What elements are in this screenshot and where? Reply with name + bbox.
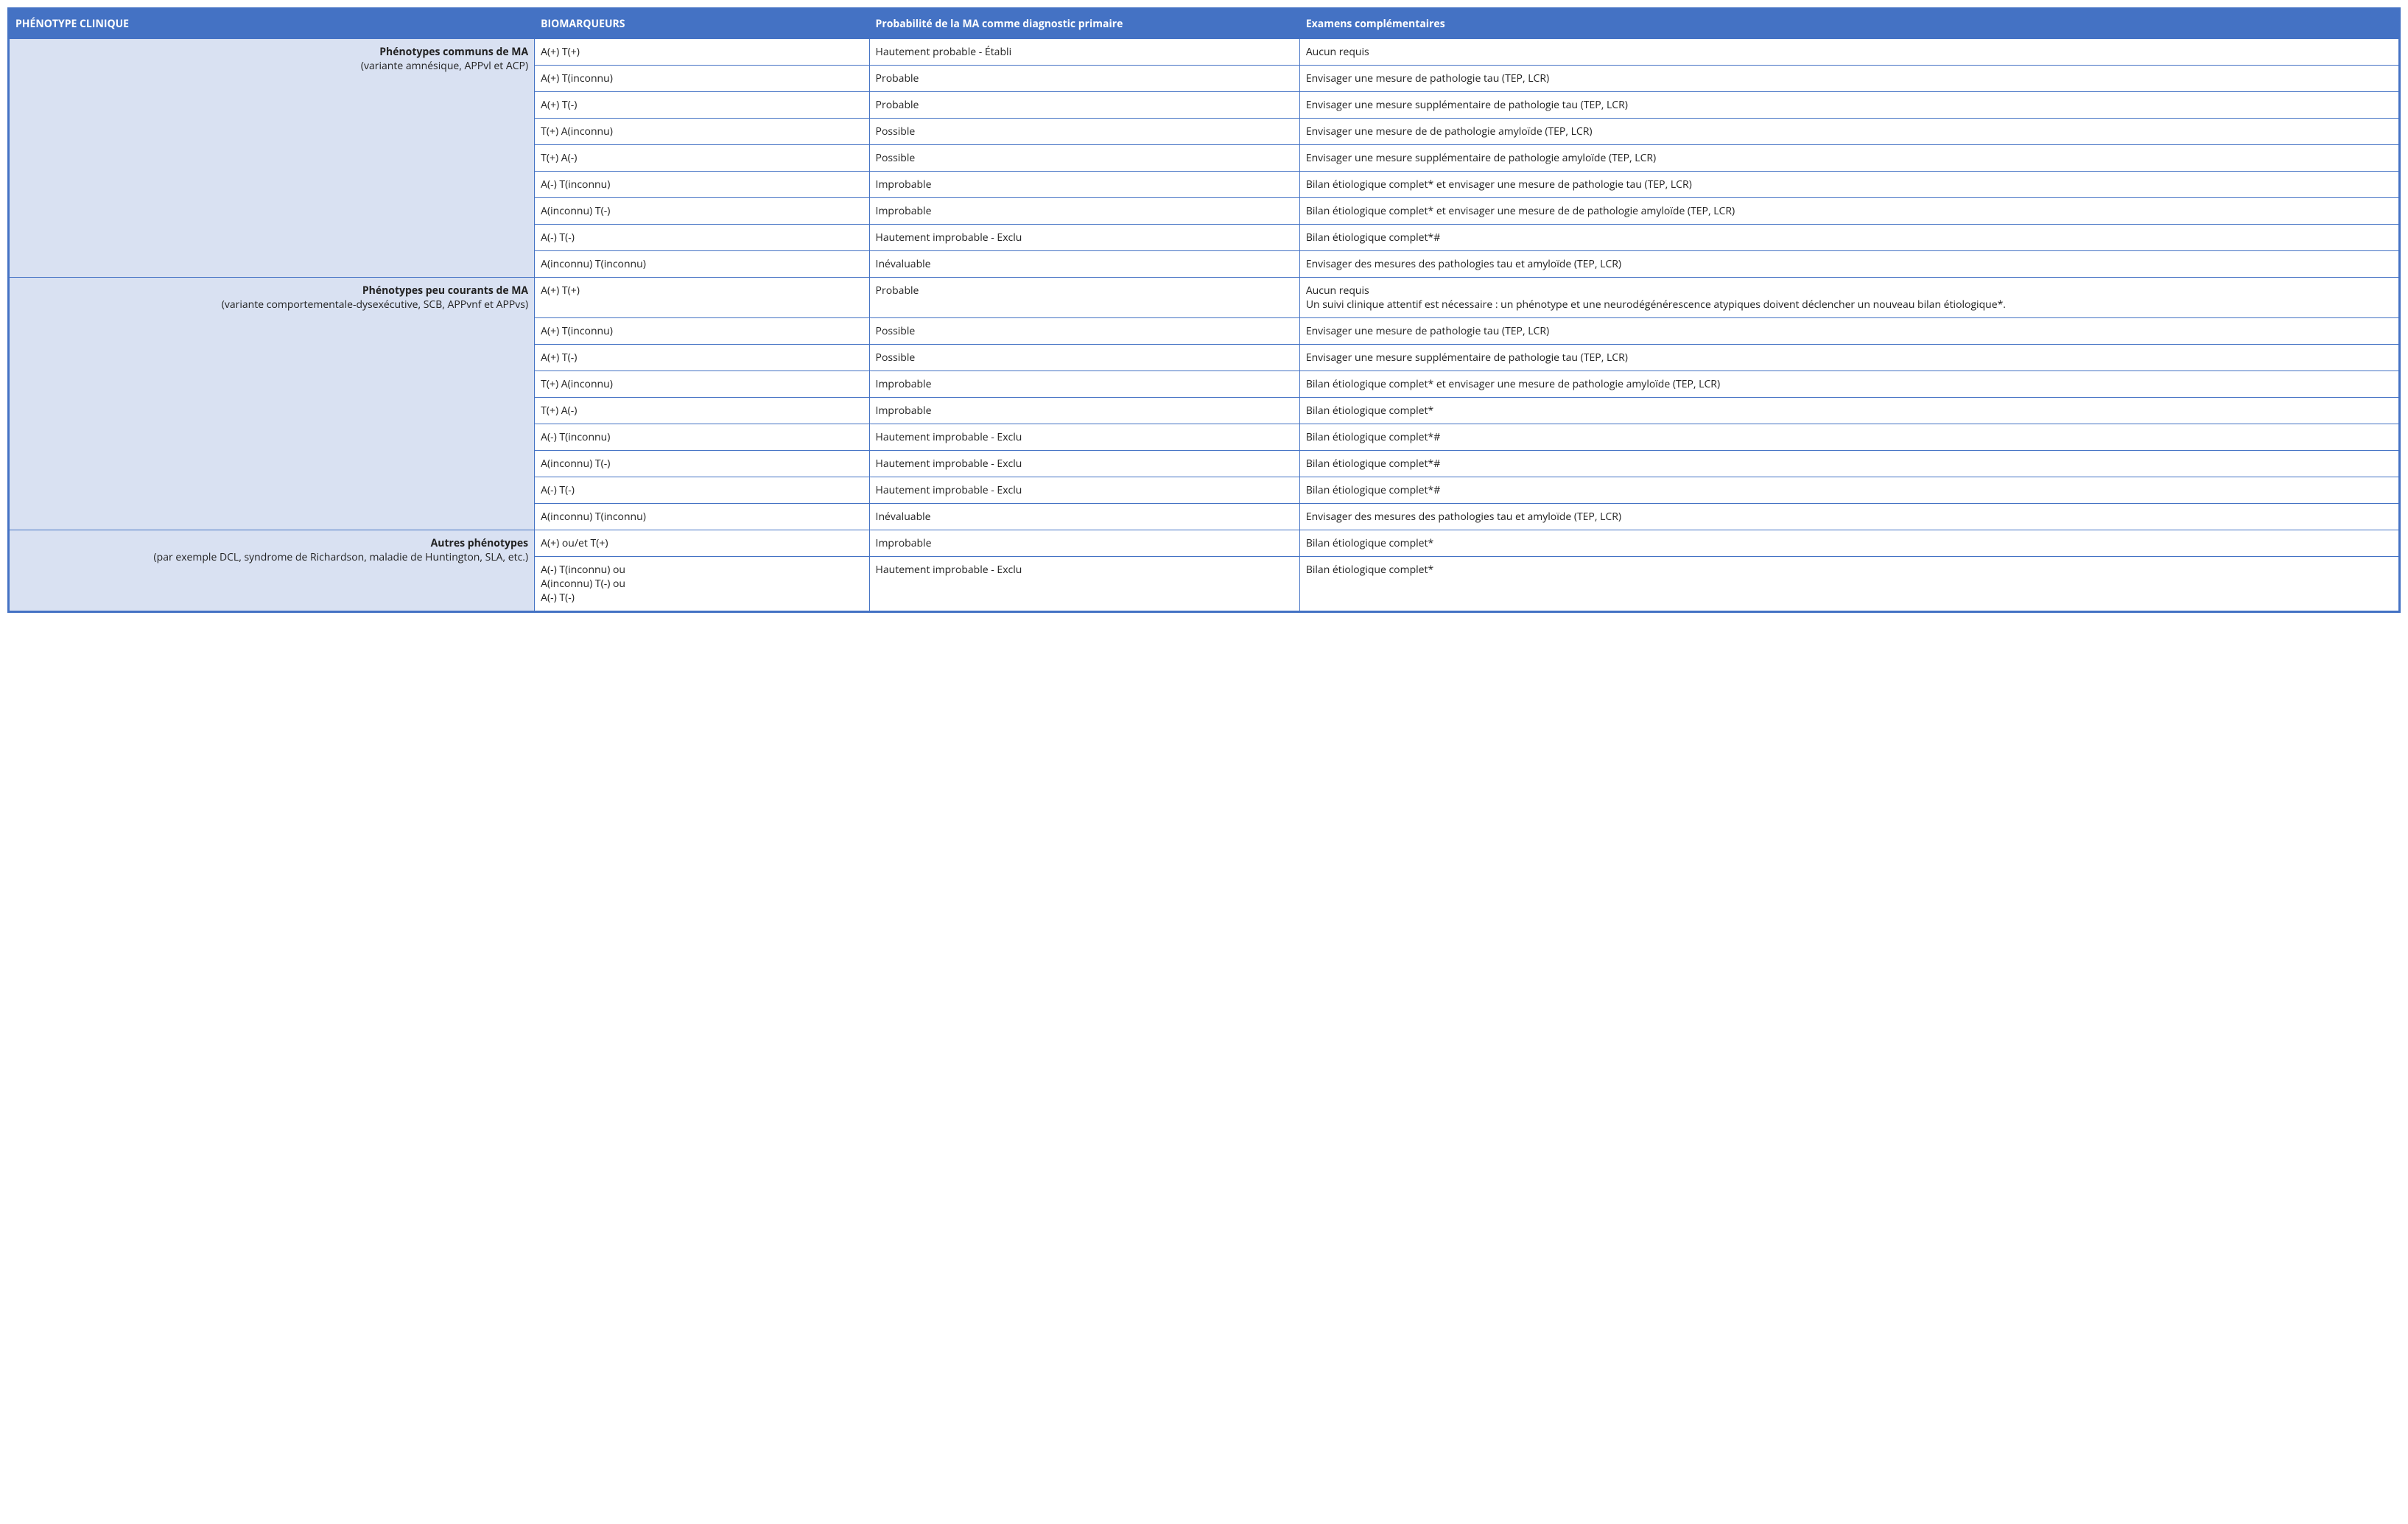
phenotype-category-title: Phénotypes peu courants de MA (15, 284, 528, 298)
biomarkers-cell: A(+) T(inconnu) (535, 66, 869, 92)
exams-cell: Bilan étiologique complet* et envisager … (1299, 371, 2399, 398)
probability-cell: Improbable (869, 371, 1299, 398)
probability-cell: Probable (869, 66, 1299, 92)
probability-cell: Hautement improbable - Exclu (869, 424, 1299, 451)
probability-cell: Possible (869, 119, 1299, 145)
phenotype-category: Phénotypes peu courants de MA(variante c… (9, 278, 535, 530)
biomarkers-cell: A(-) T(inconnu) (535, 424, 869, 451)
probability-cell: Inévaluable (869, 504, 1299, 530)
biomarkers-cell: A(+) T(+) (535, 278, 869, 318)
biomarkers-cell: A(-) T(inconnu) (535, 172, 869, 198)
biomarkers-cell: A(+) ou/et T(+) (535, 530, 869, 557)
probability-cell: Possible (869, 318, 1299, 345)
table-row: Phénotypes peu courants de MA(variante c… (9, 278, 2400, 318)
probability-cell: Hautement probable - Établi (869, 39, 1299, 66)
header-probability: Probabilité de la MA comme diagnostic pr… (869, 9, 1299, 39)
exams-cell: Bilan étiologique complet*# (1299, 451, 2399, 477)
probability-cell: Possible (869, 145, 1299, 172)
biomarkers-cell: A(+) T(+) (535, 39, 869, 66)
table-body: Phénotypes communs de MA(variante amnési… (9, 39, 2400, 612)
biomarkers-cell: A(-) T(-) (535, 477, 869, 504)
biomarkers-cell: T(+) A(-) (535, 145, 869, 172)
exams-cell: Envisager une mesure supplémentaire de p… (1299, 145, 2399, 172)
probability-cell: Improbable (869, 530, 1299, 557)
table-row: Phénotypes communs de MA(variante amnési… (9, 39, 2400, 66)
probability-cell: Improbable (869, 398, 1299, 424)
phenotype-category-subtitle: (variante amnésique, APPvl et ACP) (15, 59, 528, 73)
probability-cell: Possible (869, 345, 1299, 371)
exams-cell: Bilan étiologique complet* (1299, 557, 2399, 612)
probability-cell: Hautement improbable - Exclu (869, 451, 1299, 477)
header-phenotype: PHÉNOTYPE CLINIQUE (9, 9, 535, 39)
biomarkers-cell: A(inconnu) T(-) (535, 198, 869, 225)
exams-cell: Envisager des mesures des pathologies ta… (1299, 251, 2399, 278)
exams-cell: Envisager une mesure de de pathologie am… (1299, 119, 2399, 145)
biomarkers-cell: A(+) T(-) (535, 92, 869, 119)
phenotype-category: Autres phénotypes(par exemple DCL, syndr… (9, 530, 535, 612)
exams-cell: Bilan étiologique complet* (1299, 398, 2399, 424)
exams-cell: Aucun requisUn suivi clinique attentif e… (1299, 278, 2399, 318)
exams-cell: Envisager des mesures des pathologies ta… (1299, 504, 2399, 530)
clinical-phenotype-table: PHÉNOTYPE CLINIQUE BIOMARQUEURS Probabil… (7, 7, 2401, 613)
biomarkers-cell: T(+) A(inconnu) (535, 119, 869, 145)
exams-cell: Bilan étiologique complet*# (1299, 225, 2399, 251)
probability-cell: Improbable (869, 172, 1299, 198)
biomarkers-cell: A(-) T(-) (535, 225, 869, 251)
biomarkers-cell: A(+) T(inconnu) (535, 318, 869, 345)
header-exams: Examens complémentaires (1299, 9, 2399, 39)
exams-cell: Envisager une mesure de pathologie tau (… (1299, 318, 2399, 345)
exams-cell: Aucun requis (1299, 39, 2399, 66)
exams-cell: Bilan étiologique complet* et envisager … (1299, 198, 2399, 225)
biomarkers-cell: A(+) T(-) (535, 345, 869, 371)
exams-cell: Envisager une mesure supplémentaire de p… (1299, 345, 2399, 371)
phenotype-category: Phénotypes communs de MA(variante amnési… (9, 39, 535, 278)
biomarkers-cell: A(inconnu) T(inconnu) (535, 251, 869, 278)
probability-cell: Hautement improbable - Exclu (869, 477, 1299, 504)
table-header-row: PHÉNOTYPE CLINIQUE BIOMARQUEURS Probabil… (9, 9, 2400, 39)
phenotype-category-title: Phénotypes communs de MA (15, 45, 528, 59)
exams-cell: Bilan étiologique complet*# (1299, 477, 2399, 504)
biomarkers-cell: T(+) A(-) (535, 398, 869, 424)
probability-cell: Improbable (869, 198, 1299, 225)
probability-cell: Probable (869, 92, 1299, 119)
phenotype-category-subtitle: (variante comportementale-dysexécutive, … (15, 298, 528, 312)
biomarkers-cell: T(+) A(inconnu) (535, 371, 869, 398)
exams-cell: Bilan étiologique complet*# (1299, 424, 2399, 451)
biomarkers-cell: A(inconnu) T(inconnu) (535, 504, 869, 530)
phenotype-category-subtitle: (par exemple DCL, syndrome de Richardson… (15, 550, 528, 564)
phenotype-category-title: Autres phénotypes (15, 536, 528, 550)
header-biomarkers: BIOMARQUEURS (535, 9, 869, 39)
exams-cell: Bilan étiologique complet* et envisager … (1299, 172, 2399, 198)
exams-cell: Envisager une mesure de pathologie tau (… (1299, 66, 2399, 92)
exams-cell: Bilan étiologique complet* (1299, 530, 2399, 557)
probability-cell: Hautement improbable - Exclu (869, 557, 1299, 612)
biomarkers-cell: A(-) T(inconnu) ouA(inconnu) T(-) ouA(-)… (535, 557, 869, 612)
exams-cell: Envisager une mesure supplémentaire de p… (1299, 92, 2399, 119)
table-row: Autres phénotypes(par exemple DCL, syndr… (9, 530, 2400, 557)
probability-cell: Hautement improbable - Exclu (869, 225, 1299, 251)
probability-cell: Inévaluable (869, 251, 1299, 278)
probability-cell: Probable (869, 278, 1299, 318)
biomarkers-cell: A(inconnu) T(-) (535, 451, 869, 477)
